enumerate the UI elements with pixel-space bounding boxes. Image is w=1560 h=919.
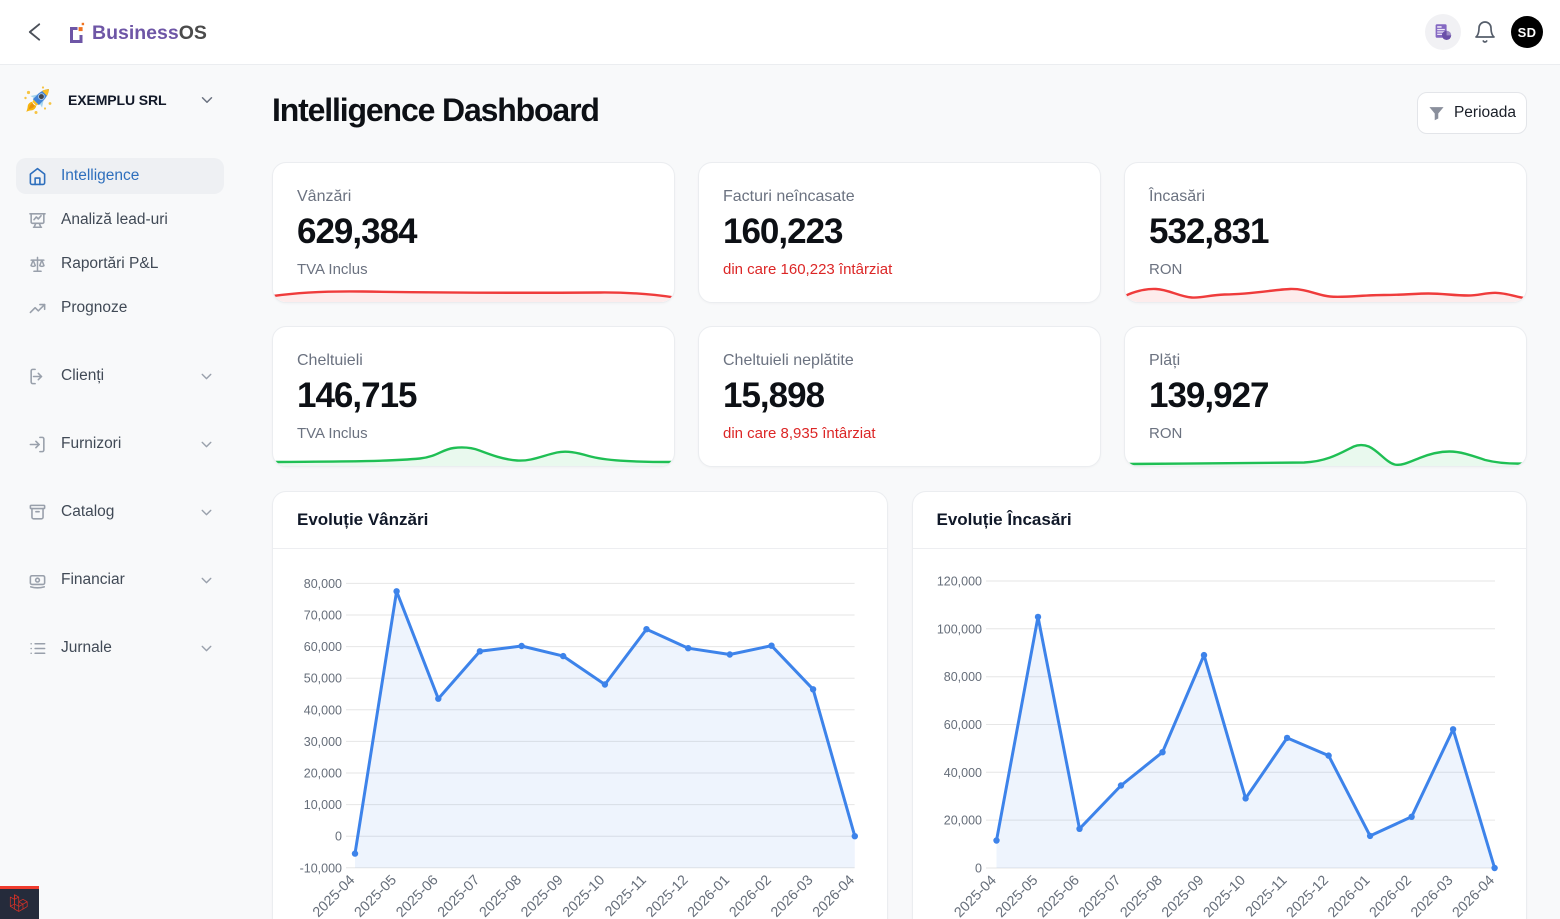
svg-text:2025-10: 2025-10 bbox=[560, 872, 608, 919]
svg-text:2026-04: 2026-04 bbox=[810, 872, 858, 919]
svg-text:2025-10: 2025-10 bbox=[1200, 872, 1248, 919]
svg-text:80,000: 80,000 bbox=[943, 670, 981, 684]
svg-text:2025-04: 2025-04 bbox=[310, 872, 358, 919]
svg-text:2026-03: 2026-03 bbox=[768, 872, 816, 919]
svg-text:2025-12: 2025-12 bbox=[1283, 872, 1331, 919]
svg-text:2026-04: 2026-04 bbox=[1449, 872, 1497, 919]
svg-text:40,000: 40,000 bbox=[304, 703, 342, 717]
svg-text:50,000: 50,000 bbox=[304, 672, 342, 686]
svg-text:2026-02: 2026-02 bbox=[1366, 872, 1414, 919]
svg-text:70,000: 70,000 bbox=[304, 609, 342, 623]
svg-text:2026-02: 2026-02 bbox=[726, 872, 774, 919]
svg-text:60,000: 60,000 bbox=[304, 640, 342, 654]
svg-text:2025-09: 2025-09 bbox=[1158, 872, 1206, 919]
svg-text:2025-06: 2025-06 bbox=[1034, 872, 1082, 919]
svg-text:80,000: 80,000 bbox=[304, 577, 342, 591]
svg-text:2025-12: 2025-12 bbox=[643, 872, 691, 919]
svg-text:0: 0 bbox=[975, 862, 982, 876]
svg-text:2025-05: 2025-05 bbox=[992, 872, 1040, 919]
svg-text:-10,000: -10,000 bbox=[300, 861, 342, 875]
svg-text:100,000: 100,000 bbox=[936, 622, 981, 636]
svg-text:2025-11: 2025-11 bbox=[602, 872, 650, 919]
svg-text:10,000: 10,000 bbox=[304, 798, 342, 812]
svg-text:120,000: 120,000 bbox=[936, 575, 981, 589]
svg-text:30,000: 30,000 bbox=[304, 735, 342, 749]
svg-text:60,000: 60,000 bbox=[943, 718, 981, 732]
svg-text:0: 0 bbox=[335, 830, 342, 844]
svg-text:2025-09: 2025-09 bbox=[518, 872, 566, 919]
svg-text:2025-08: 2025-08 bbox=[477, 872, 525, 919]
svg-text:40,000: 40,000 bbox=[943, 766, 981, 780]
svg-text:2026-01: 2026-01 bbox=[1325, 872, 1373, 919]
svg-text:2025-04: 2025-04 bbox=[951, 872, 999, 919]
svg-text:20,000: 20,000 bbox=[943, 814, 981, 828]
svg-text:2025-08: 2025-08 bbox=[1117, 872, 1165, 919]
svg-text:2025-05: 2025-05 bbox=[352, 872, 400, 919]
svg-text:2026-03: 2026-03 bbox=[1408, 872, 1456, 919]
svg-text:2026-01: 2026-01 bbox=[685, 872, 733, 919]
svg-text:20,000: 20,000 bbox=[304, 767, 342, 781]
svg-text:2025-07: 2025-07 bbox=[1075, 872, 1123, 919]
svg-text:2025-06: 2025-06 bbox=[393, 872, 441, 919]
svg-text:2025-11: 2025-11 bbox=[1242, 872, 1290, 919]
svg-text:2025-07: 2025-07 bbox=[435, 872, 483, 919]
